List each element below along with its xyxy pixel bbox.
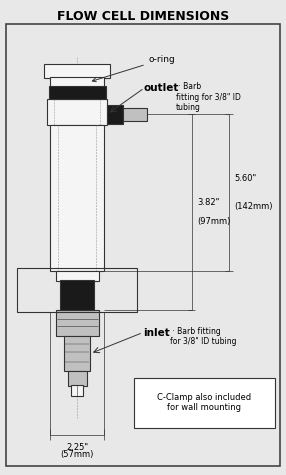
Text: (142mm): (142mm): [235, 202, 273, 211]
Text: (97mm): (97mm): [197, 217, 231, 226]
Text: · Barb
fitting for 3/8" ID
tubing: · Barb fitting for 3/8" ID tubing: [176, 82, 241, 112]
Bar: [50, 77, 104, 87]
Text: 5.60": 5.60": [235, 174, 257, 183]
Text: 2.25": 2.25": [66, 443, 88, 452]
Bar: [56, 310, 99, 336]
Bar: [56, 271, 99, 281]
Bar: [49, 86, 106, 99]
Text: (57mm): (57mm): [61, 450, 94, 459]
Bar: [72, 385, 83, 396]
Text: 3.82": 3.82": [197, 198, 220, 207]
Bar: [134, 378, 275, 428]
Text: outlet: outlet: [143, 83, 178, 93]
Bar: [17, 268, 137, 312]
Text: C-Clamp also included
for wall mounting: C-Clamp also included for wall mounting: [157, 393, 252, 412]
Text: inlet: inlet: [143, 328, 170, 338]
Text: · Barb fitting
for 3/8" ID tubing: · Barb fitting for 3/8" ID tubing: [170, 327, 237, 346]
Text: o-ring: o-ring: [92, 55, 176, 82]
Bar: [107, 105, 123, 124]
Bar: [123, 108, 147, 121]
Bar: [68, 370, 87, 386]
Bar: [47, 99, 107, 125]
Bar: [64, 336, 90, 371]
Bar: [60, 280, 94, 310]
Bar: [50, 125, 104, 271]
Bar: [44, 64, 110, 78]
Text: FLOW CELL DIMENSIONS: FLOW CELL DIMENSIONS: [57, 10, 229, 23]
